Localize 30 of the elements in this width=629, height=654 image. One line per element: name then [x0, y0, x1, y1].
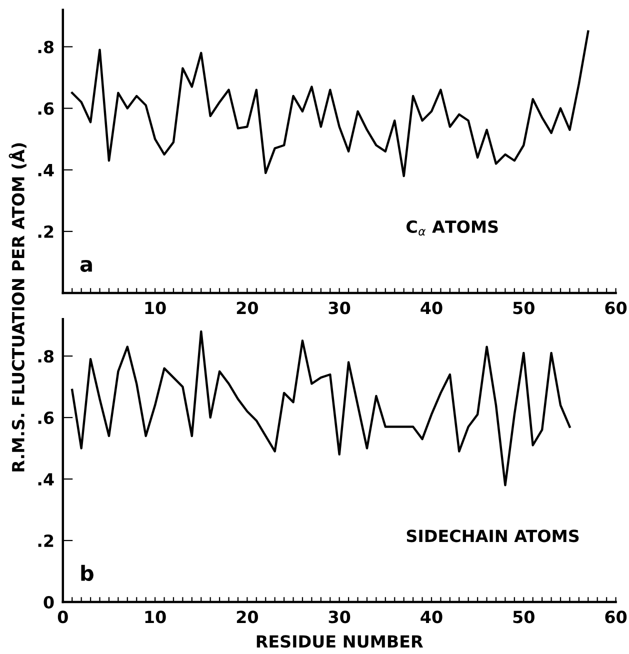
y-tick-label: 0 [44, 596, 54, 609]
x-tick-label: 50 [513, 302, 534, 314]
x-axis-title: RESIDUE NUMBER [256, 635, 423, 648]
x-tick-label: 10 [145, 302, 166, 314]
annotation: SIDECHAIN ATOMS [406, 530, 579, 542]
y-axis-title: R.M.S. FLUCTUATION PER ATOM (Å) [8, 143, 26, 472]
x-tick-label: 30 [328, 302, 350, 314]
y-tick-label: .6 [38, 412, 54, 424]
x-tick-label: 50 [513, 610, 534, 624]
x-tick-label: 0 [58, 610, 68, 624]
annotation: a [80, 260, 92, 272]
annotation: b [81, 564, 94, 581]
x-tick-label: 20 [236, 610, 258, 624]
y-tick-label: .8 [38, 40, 54, 54]
x-tick-label: 10 [145, 610, 166, 624]
line-series [71, 30, 590, 178]
x-tick-label: 40 [420, 610, 442, 624]
y-tick-label: .4 [38, 164, 54, 176]
x-tick-label: 60 [605, 302, 627, 314]
y-tick-label: .2 [38, 534, 54, 547]
x-tick-label: 40 [420, 302, 442, 314]
y-tick-label: .4 [38, 473, 54, 486]
line-series [71, 330, 571, 486]
annotation: C$_{α}$ ATOMS [406, 220, 498, 236]
x-tick-label: 30 [328, 610, 350, 624]
x-tick-label: 20 [236, 302, 258, 314]
y-tick-label: .8 [38, 350, 54, 363]
x-tick-label: 60 [605, 610, 627, 624]
y-tick-label: .6 [38, 102, 54, 115]
y-tick-label: .2 [38, 225, 54, 238]
